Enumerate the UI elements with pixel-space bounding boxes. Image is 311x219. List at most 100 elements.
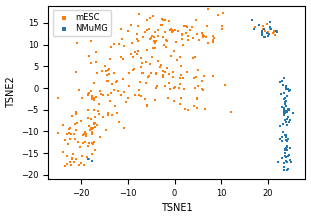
NMuMG <box>283 85 288 88</box>
mESC <box>85 117 90 120</box>
mESC <box>93 122 98 125</box>
NMuMG <box>286 153 291 156</box>
NMuMG <box>282 110 287 113</box>
mESC <box>150 35 155 38</box>
mESC <box>86 157 91 161</box>
mESC <box>211 36 216 40</box>
mESC <box>172 99 177 103</box>
mESC <box>129 52 134 56</box>
NMuMG <box>281 109 286 112</box>
mESC <box>73 70 78 74</box>
mESC <box>94 123 99 127</box>
mESC <box>145 29 150 32</box>
NMuMG <box>284 138 289 141</box>
NMuMG <box>287 88 292 91</box>
mESC <box>184 31 189 34</box>
mESC <box>149 37 154 40</box>
mESC <box>191 104 196 108</box>
mESC <box>155 34 160 38</box>
mESC <box>176 86 181 90</box>
mESC <box>186 39 191 42</box>
mESC <box>114 111 119 115</box>
mESC <box>195 106 200 110</box>
mESC <box>62 164 67 168</box>
NMuMG <box>286 107 291 110</box>
mESC <box>92 81 97 85</box>
NMuMG <box>281 131 285 134</box>
mESC <box>210 41 215 44</box>
mESC <box>127 85 132 88</box>
NMuMG <box>287 158 292 162</box>
mESC <box>81 133 86 136</box>
mESC <box>199 31 204 35</box>
NMuMG <box>262 35 267 39</box>
mESC <box>166 97 171 100</box>
NMuMG <box>283 147 288 151</box>
NMuMG <box>284 87 289 90</box>
mESC <box>115 89 120 93</box>
NMuMG <box>285 168 290 171</box>
mESC <box>97 102 102 106</box>
mESC <box>174 58 179 62</box>
mESC <box>78 119 83 123</box>
mESC <box>220 25 225 28</box>
mESC <box>106 79 111 83</box>
mESC <box>178 102 183 106</box>
mESC <box>163 45 168 49</box>
mESC <box>155 84 160 88</box>
mESC <box>166 19 171 23</box>
mESC <box>143 81 148 85</box>
mESC <box>177 55 182 59</box>
NMuMG <box>284 140 289 143</box>
NMuMG <box>276 160 281 164</box>
NMuMG <box>288 118 293 122</box>
mESC <box>94 60 99 64</box>
mESC <box>89 90 94 93</box>
NMuMG <box>284 109 289 113</box>
mESC <box>180 32 185 35</box>
mESC <box>107 99 112 102</box>
mESC <box>205 8 210 11</box>
mESC <box>109 82 114 86</box>
mESC <box>194 75 199 78</box>
mESC <box>111 71 116 75</box>
NMuMG <box>282 111 287 115</box>
mESC <box>169 27 174 31</box>
mESC <box>91 122 96 125</box>
NMuMG <box>86 157 91 161</box>
mESC <box>114 80 118 83</box>
NMuMG <box>279 139 284 143</box>
mESC <box>133 51 138 54</box>
mESC <box>96 109 101 113</box>
NMuMG <box>269 27 274 31</box>
mESC <box>137 94 142 97</box>
mESC <box>151 46 156 50</box>
mESC <box>93 125 98 129</box>
mESC <box>168 29 173 32</box>
NMuMG <box>282 101 287 104</box>
mESC <box>140 61 145 64</box>
mESC <box>92 99 97 102</box>
mESC <box>91 126 95 129</box>
mESC <box>89 61 94 64</box>
mESC <box>152 41 157 44</box>
mESC <box>72 122 77 126</box>
mESC <box>134 37 139 41</box>
mESC <box>109 91 114 94</box>
mESC <box>127 71 132 75</box>
mESC <box>192 86 197 90</box>
mESC <box>67 127 72 131</box>
mESC <box>145 103 150 107</box>
mESC <box>82 164 87 167</box>
NMuMG <box>280 79 285 82</box>
NMuMG <box>260 34 265 37</box>
NMuMG <box>282 113 287 117</box>
mESC <box>160 35 165 39</box>
mESC <box>260 24 265 28</box>
mESC <box>75 41 80 45</box>
NMuMG <box>282 98 287 101</box>
mESC <box>184 25 189 29</box>
mESC <box>152 46 157 50</box>
mESC <box>84 155 89 159</box>
NMuMG <box>278 124 283 128</box>
